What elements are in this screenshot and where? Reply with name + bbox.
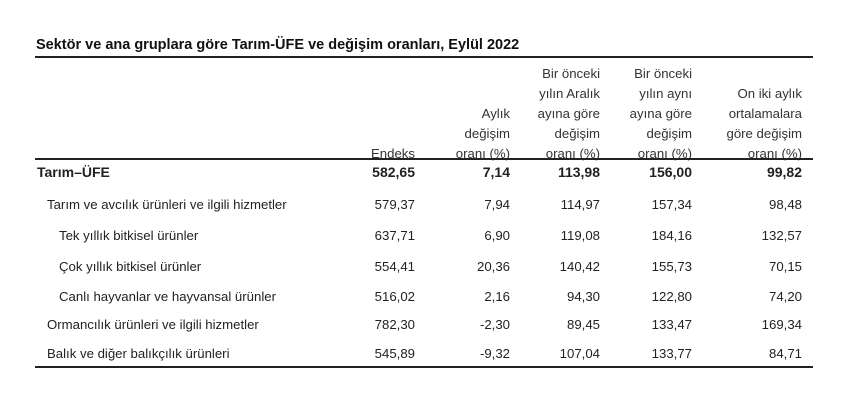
cell-value: 579,37 — [374, 197, 415, 212]
cell-value: -9,32 — [479, 346, 510, 361]
cell-value: 7,14 — [482, 164, 510, 180]
cell-value: 133,77 — [651, 346, 692, 361]
table-row: Ormancılık ürünleri ve ilgili hizmetler 7… — [35, 317, 813, 339]
cell-value: 140,42 — [559, 259, 600, 274]
cell-value: 89,45 — [566, 317, 600, 332]
cell-value: 119,08 — [560, 228, 600, 243]
cell-value: 99,82 — [766, 164, 802, 180]
cell-value: 98,48 — [768, 197, 802, 212]
column-header-12month-avg: On iki aylık ortalamalara göre değişim o… — [726, 86, 803, 161]
cell-value: 157,34 — [651, 197, 692, 212]
cell-value: 637,71 — [374, 228, 415, 243]
cell-value: 132,57 — [761, 228, 802, 243]
row-label: Canlı hayvanlar ve hayvansal ürünler — [59, 289, 276, 304]
column-header-annual: Bir önceki yılın aynı ayına göre değişim… — [629, 66, 692, 161]
cell-value: 545,89 — [374, 346, 415, 361]
row-label: Tek yıllık bitkisel ürünler — [59, 228, 199, 243]
cell-value: 114,97 — [560, 197, 600, 212]
cell-value: 20,36 — [476, 259, 510, 274]
cell-value: -2,30 — [479, 317, 510, 332]
row-label: Tarım ve avcılık ürünleri ve ilgili hizm… — [47, 197, 287, 212]
cell-value: 113,98 — [557, 164, 600, 180]
cell-value: 133,47 — [651, 317, 692, 332]
row-label: Balık ve diğer balıkçılık ürünleri — [47, 346, 230, 361]
cell-value: 70,15 — [768, 259, 802, 274]
cell-value: 782,30 — [374, 317, 415, 332]
table-row: Balık ve diğer balıkçılık ürünleri 545,89… — [35, 346, 813, 368]
table-row: Tarım–ÜFE 582,65 7,14 113,98 156,00 99,82 — [35, 164, 813, 186]
bottom-rule — [35, 366, 813, 368]
header-rule — [35, 158, 813, 160]
table-row: Canlı hayvanlar ve hayvansal ürünler 516,… — [35, 289, 813, 311]
cell-value: 582,65 — [372, 164, 415, 180]
cell-value: 156,00 — [649, 164, 692, 180]
column-header-monthly: Aylık değişim oranı (%) — [455, 106, 510, 161]
cell-value: 122,80 — [651, 289, 692, 304]
table-row: Tek yıllık bitkisel ürünler 637,71 6,90 119… — [35, 228, 813, 250]
cell-value: 2,16 — [484, 289, 510, 304]
cell-value: 94,30 — [566, 289, 600, 304]
cell-value: 169,34 — [761, 317, 802, 332]
cell-value: 6,90 — [484, 228, 510, 243]
cell-value: 107,04 — [559, 346, 600, 361]
cell-value: 84,71 — [768, 346, 802, 361]
cell-value: 516,02 — [374, 289, 415, 304]
cell-value: 554,41 — [374, 259, 415, 274]
cell-value: 74,20 — [768, 289, 802, 304]
table-row: Tarım ve avcılık ürünleri ve ilgili hizm… — [35, 197, 813, 219]
top-rule — [35, 56, 813, 58]
cell-value: 184,16 — [651, 228, 692, 243]
row-label: Tarım–ÜFE — [37, 164, 110, 180]
row-label: Ormancılık ürünleri ve ilgili hizmetler — [47, 317, 259, 332]
column-header-december: Bir önceki yılın Aralık ayına göre değiş… — [537, 66, 600, 161]
cell-value: 7,94 — [484, 197, 510, 212]
table-title: Sektör ve ana gruplara göre Tarım-ÜFE ve… — [36, 37, 520, 53]
cell-value: 155,73 — [651, 259, 692, 274]
table-row: Çok yıllık bitkisel ürünler 554,41 20,36 14… — [35, 259, 813, 281]
row-label: Çok yıllık bitkisel ürünler — [59, 259, 202, 274]
column-header-endeks: Endeks — [371, 146, 415, 161]
